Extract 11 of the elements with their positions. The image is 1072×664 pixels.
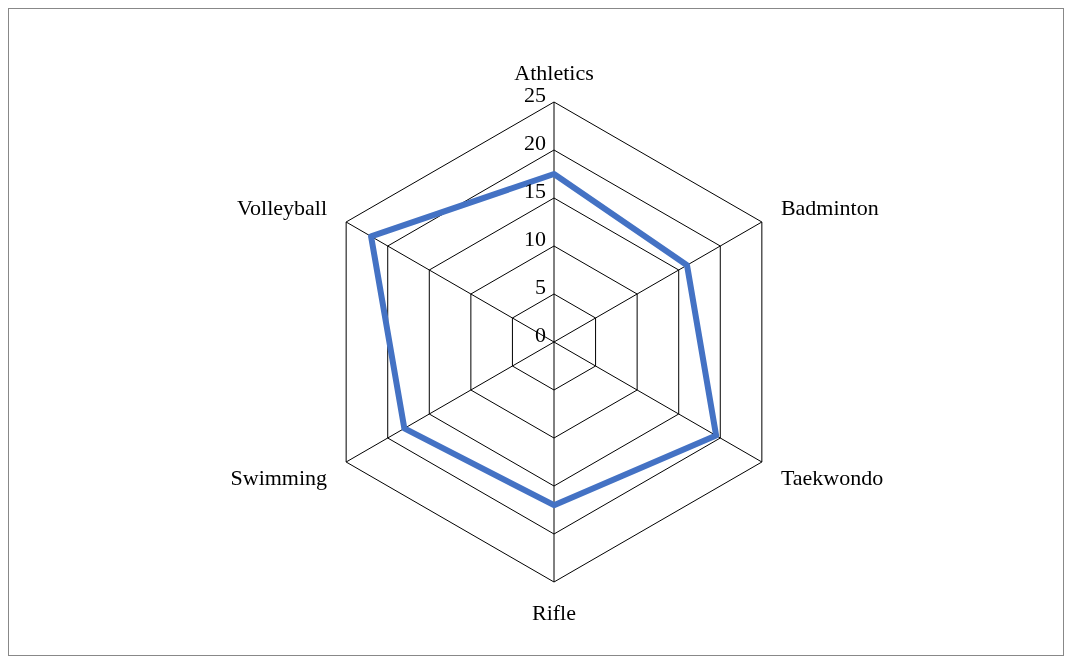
spoke-label: Swimming: [230, 464, 328, 490]
y-tick-label: 5: [535, 274, 546, 299]
spoke-label: Rifle: [532, 599, 576, 625]
spoke-label: Athletics: [514, 59, 594, 85]
y-tick-label: 15: [524, 178, 546, 203]
y-tick-label: 20: [524, 130, 546, 155]
spoke-label: Volleyball: [237, 194, 328, 220]
y-tick-label: 25: [524, 82, 546, 107]
spoke-label: Badminton: [780, 194, 879, 220]
spoke-label: Taekwondo: [780, 464, 884, 490]
y-tick-label: 10: [524, 226, 546, 251]
